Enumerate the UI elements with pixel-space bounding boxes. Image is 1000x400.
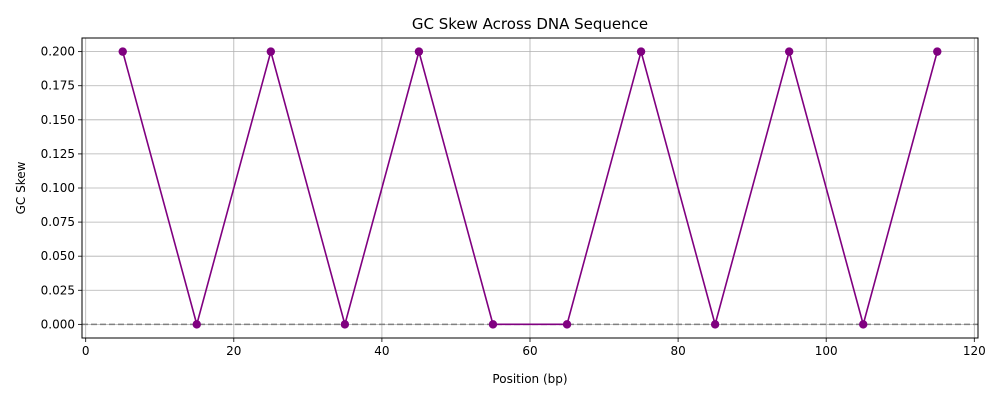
y-tick-label: 0.075 xyxy=(41,215,75,229)
y-tick-label: 0.175 xyxy=(41,79,75,93)
data-point xyxy=(710,320,720,329)
data-point xyxy=(933,47,942,56)
x-tick-label: 40 xyxy=(374,344,389,358)
data-point xyxy=(340,320,350,329)
x-axis-ticks: 0 20 40 60 80 100 120 xyxy=(82,338,986,358)
x-tick-label: 0 xyxy=(82,344,90,358)
y-tick-label: 0.025 xyxy=(41,283,75,297)
x-tick-label: 120 xyxy=(963,344,986,358)
x-tick-label: 60 xyxy=(522,344,537,358)
chart-title: GC Skew Across DNA Sequence xyxy=(412,15,648,33)
data-point xyxy=(192,320,201,329)
data-point xyxy=(266,47,276,56)
y-tick-label: 0.150 xyxy=(41,113,75,127)
data-point xyxy=(562,320,572,329)
data-point xyxy=(636,47,646,56)
x-tick-label: 80 xyxy=(670,344,685,358)
y-tick-label: 0.100 xyxy=(41,181,75,195)
y-tick-label: 0.200 xyxy=(41,45,75,59)
y-tick-label: 0.125 xyxy=(41,147,75,161)
x-tick-label: 100 xyxy=(815,344,838,358)
grid-lines xyxy=(82,38,978,338)
data-point xyxy=(784,47,794,56)
x-axis-label: Position (bp) xyxy=(492,372,567,386)
series-group xyxy=(118,47,942,329)
x-tick-label: 20 xyxy=(226,344,241,358)
data-point xyxy=(488,320,498,329)
y-tick-label: 0.000 xyxy=(41,317,75,331)
data-point xyxy=(414,47,424,56)
data-point xyxy=(118,47,127,56)
y-tick-label: 0.050 xyxy=(41,249,75,263)
data-point xyxy=(859,320,868,329)
y-axis-label: GC Skew xyxy=(14,161,28,214)
series-line xyxy=(121,50,939,326)
y-axis-ticks: 0.000 0.025 0.050 0.075 0.100 0.125 0.150 0.175… xyxy=(41,45,82,331)
